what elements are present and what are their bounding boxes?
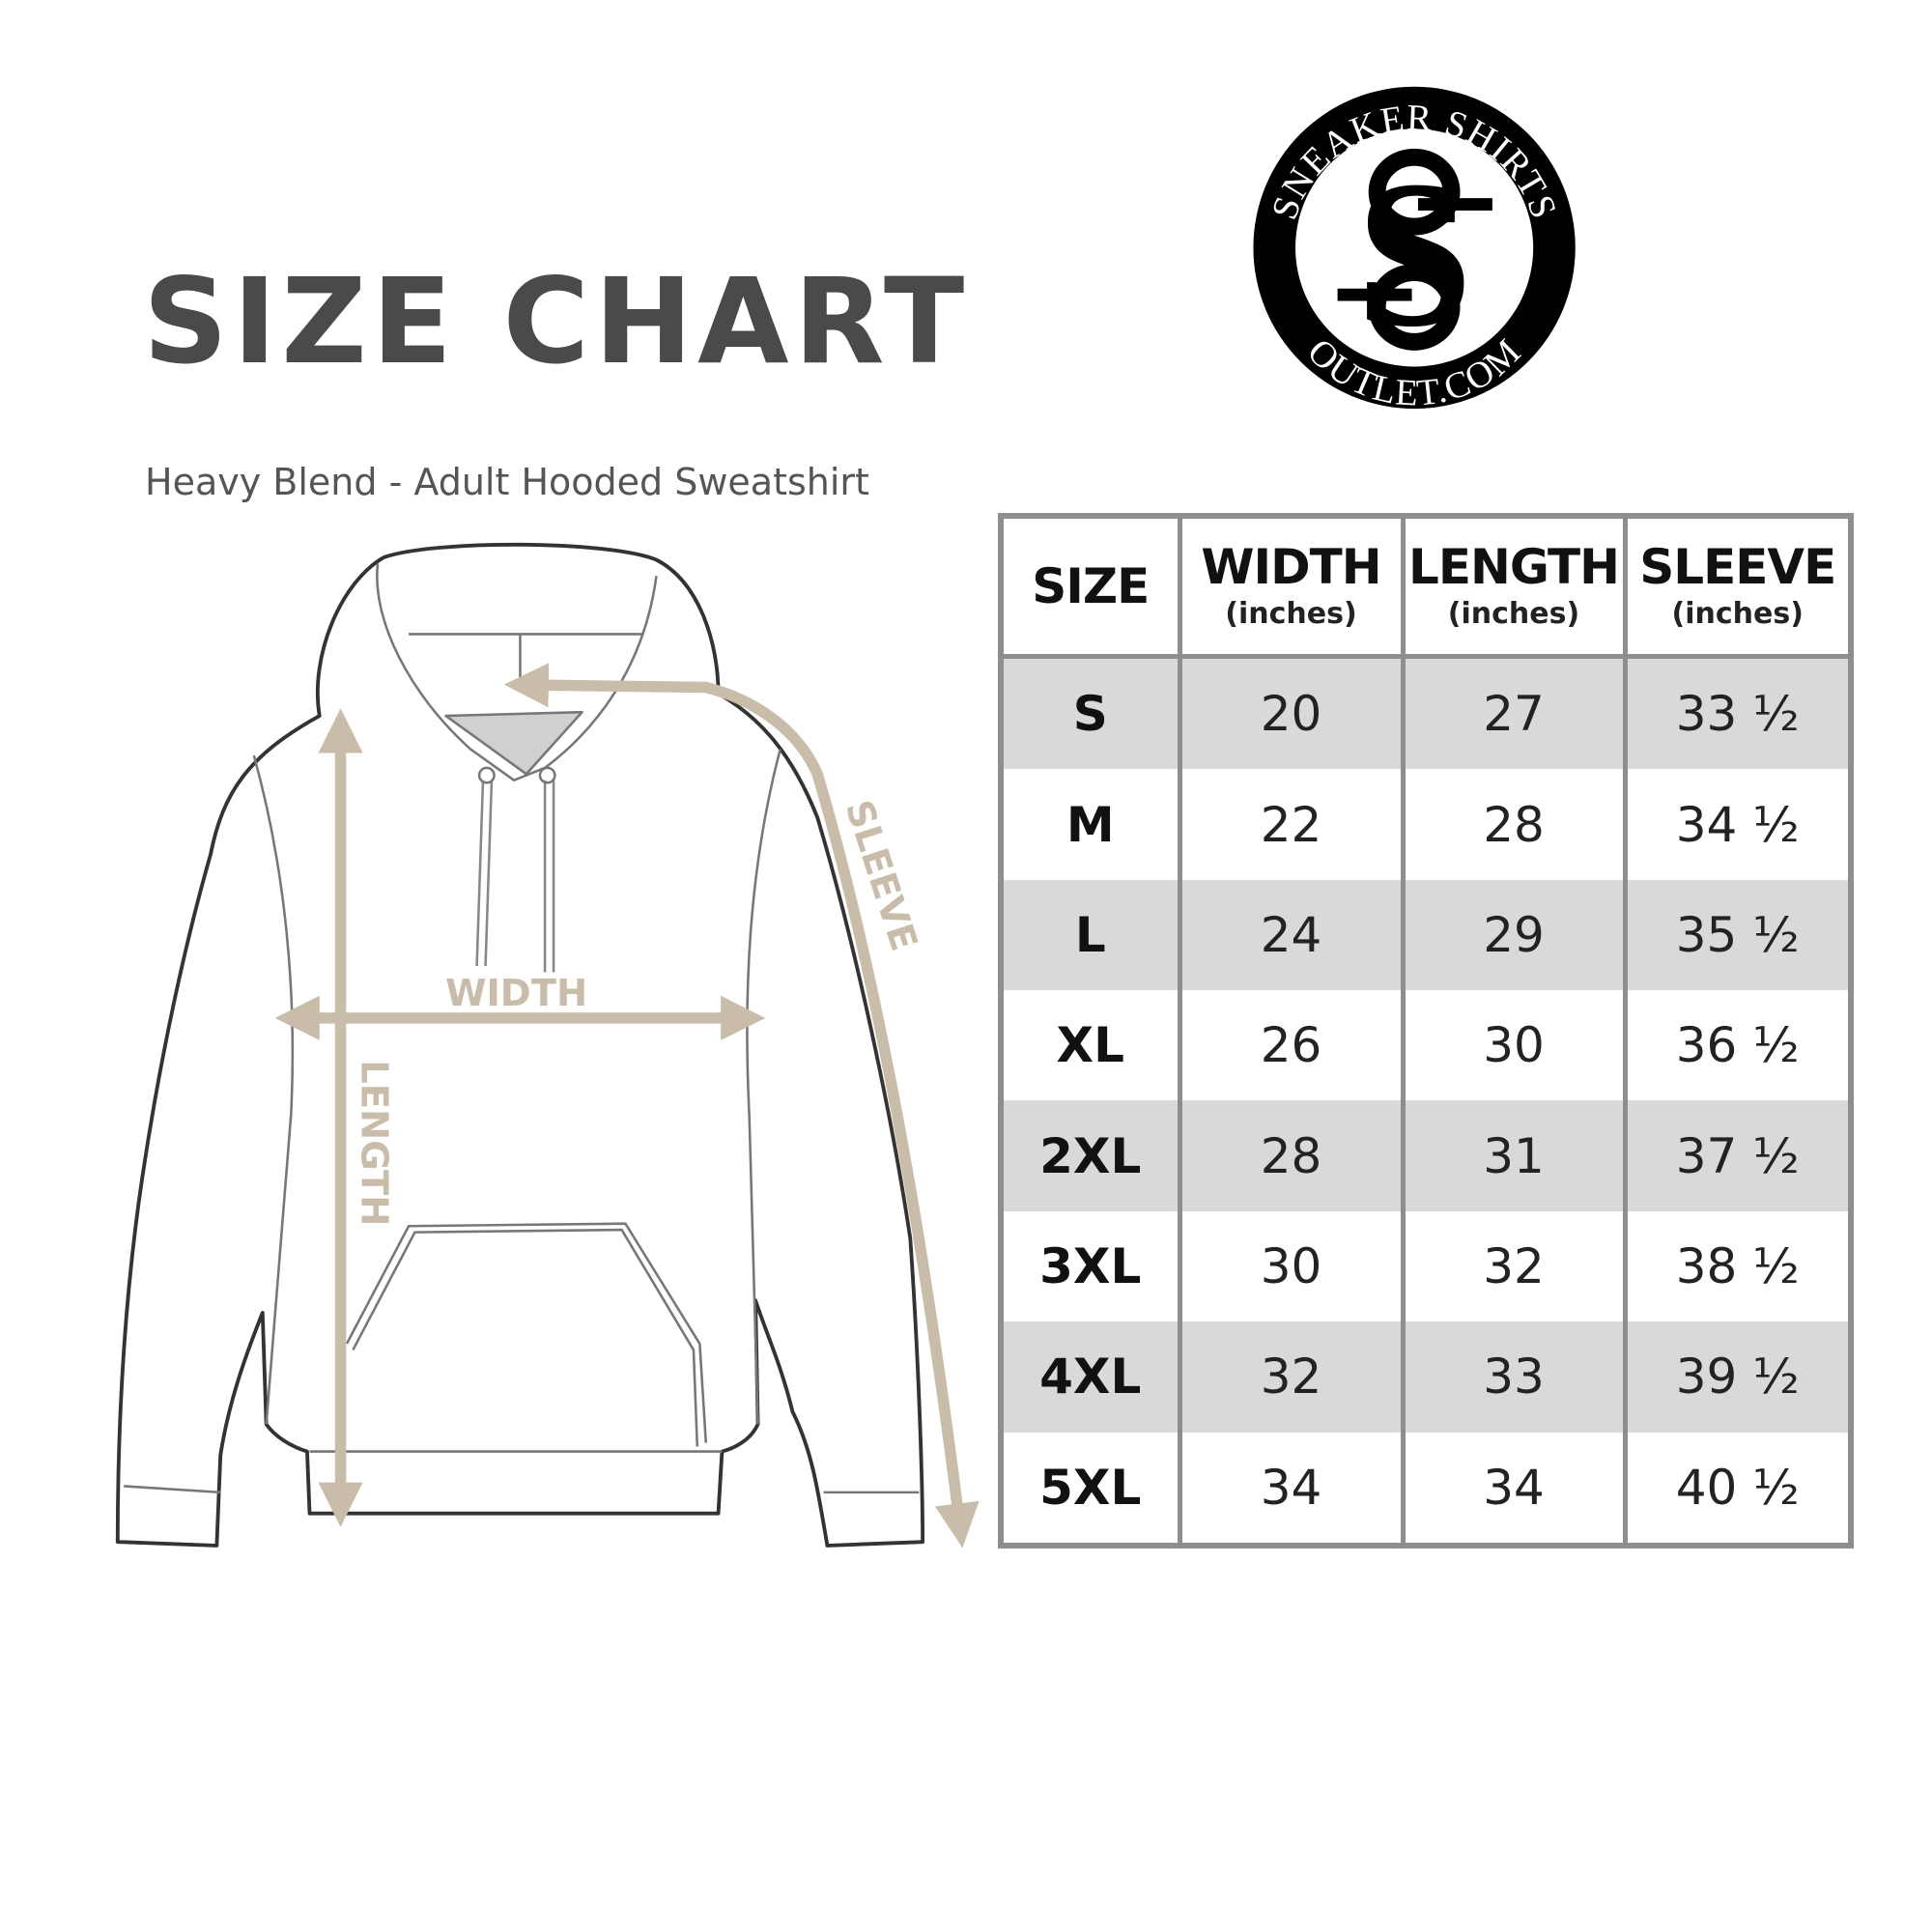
- size-table: SIZE WIDTH (inches) LENGTH (inches) SLEEVE…: [998, 513, 1854, 1548]
- table-row: XL 26 30 36 ½: [998, 990, 1854, 1101]
- table-row: L 24 29 35 ½: [998, 879, 1854, 991]
- page-title: SIZE CHART: [143, 253, 970, 390]
- table-row: 4XL 32 33 39 ½: [998, 1321, 1854, 1433]
- cell-length: 33: [1400, 1321, 1628, 1433]
- header-size: SIZE: [998, 513, 1182, 659]
- header-length: LENGTH (inches): [1400, 513, 1628, 659]
- cell-sleeve: 40 ½: [1622, 1432, 1854, 1546]
- length-label: LENGTH: [352, 1060, 395, 1226]
- table-header-row: SIZE WIDTH (inches) LENGTH (inches) SLEEVE…: [998, 513, 1854, 659]
- cell-width: 32: [1177, 1321, 1406, 1433]
- width-label: WIDTH: [445, 972, 587, 1015]
- table-row: 5XL 34 34 40 ½: [998, 1432, 1854, 1546]
- cell-sleeve: 38 ½: [1622, 1210, 1854, 1322]
- hoodie-illustration: [115, 542, 925, 1548]
- cell-size: M: [998, 769, 1182, 880]
- cell-width: 34: [1177, 1432, 1406, 1546]
- cell-width: 22: [1177, 769, 1406, 880]
- product-subtitle: Heavy Blend - Adult Hooded Sweatshirt: [145, 461, 869, 503]
- table-row: 3XL 30 32 38 ½: [998, 1210, 1854, 1322]
- cell-size: XL: [998, 990, 1182, 1101]
- ss-monogram-icon: S: [1337, 138, 1492, 371]
- cell-sleeve: 34 ½: [1622, 769, 1854, 880]
- cell-length: 27: [1400, 656, 1628, 770]
- cell-sleeve: 33 ½: [1622, 656, 1854, 770]
- cell-length: 32: [1400, 1210, 1628, 1322]
- cell-size: L: [998, 879, 1182, 991]
- cell-length: 31: [1400, 1100, 1628, 1211]
- cell-sleeve: 35 ½: [1622, 879, 1854, 991]
- table-row: S 20 27 33 ½: [998, 656, 1854, 770]
- cell-length: 30: [1400, 990, 1628, 1101]
- cell-size: 4XL: [998, 1321, 1182, 1433]
- cell-size: 2XL: [998, 1100, 1182, 1211]
- cell-width: 30: [1177, 1210, 1406, 1322]
- cell-length: 34: [1400, 1432, 1628, 1546]
- cell-sleeve: 36 ½: [1622, 990, 1854, 1101]
- cell-length: 28: [1400, 769, 1628, 880]
- cell-sleeve: 37 ½: [1622, 1100, 1854, 1211]
- cell-width: 24: [1177, 879, 1406, 991]
- cell-size: 3XL: [998, 1210, 1182, 1322]
- brand-logo: SNEAKER SHIRTS OUTLET.COM S: [1253, 86, 1576, 414]
- header-width: WIDTH (inches): [1177, 513, 1406, 659]
- sleeve-arrow: [503, 663, 980, 1548]
- cell-width: 28: [1177, 1100, 1406, 1211]
- header-sleeve: SLEEVE (inches): [1622, 513, 1854, 659]
- measurement-arrows: [274, 663, 980, 1548]
- table-row: M 22 28 34 ½: [998, 769, 1854, 880]
- cell-width: 26: [1177, 990, 1406, 1101]
- table-row: 2XL 28 31 37 ½: [998, 1100, 1854, 1211]
- cell-size: 5XL: [998, 1432, 1182, 1546]
- cell-sleeve: 39 ½: [1622, 1321, 1854, 1433]
- cell-length: 29: [1400, 879, 1628, 991]
- cell-width: 20: [1177, 656, 1406, 770]
- cell-size: S: [998, 656, 1182, 770]
